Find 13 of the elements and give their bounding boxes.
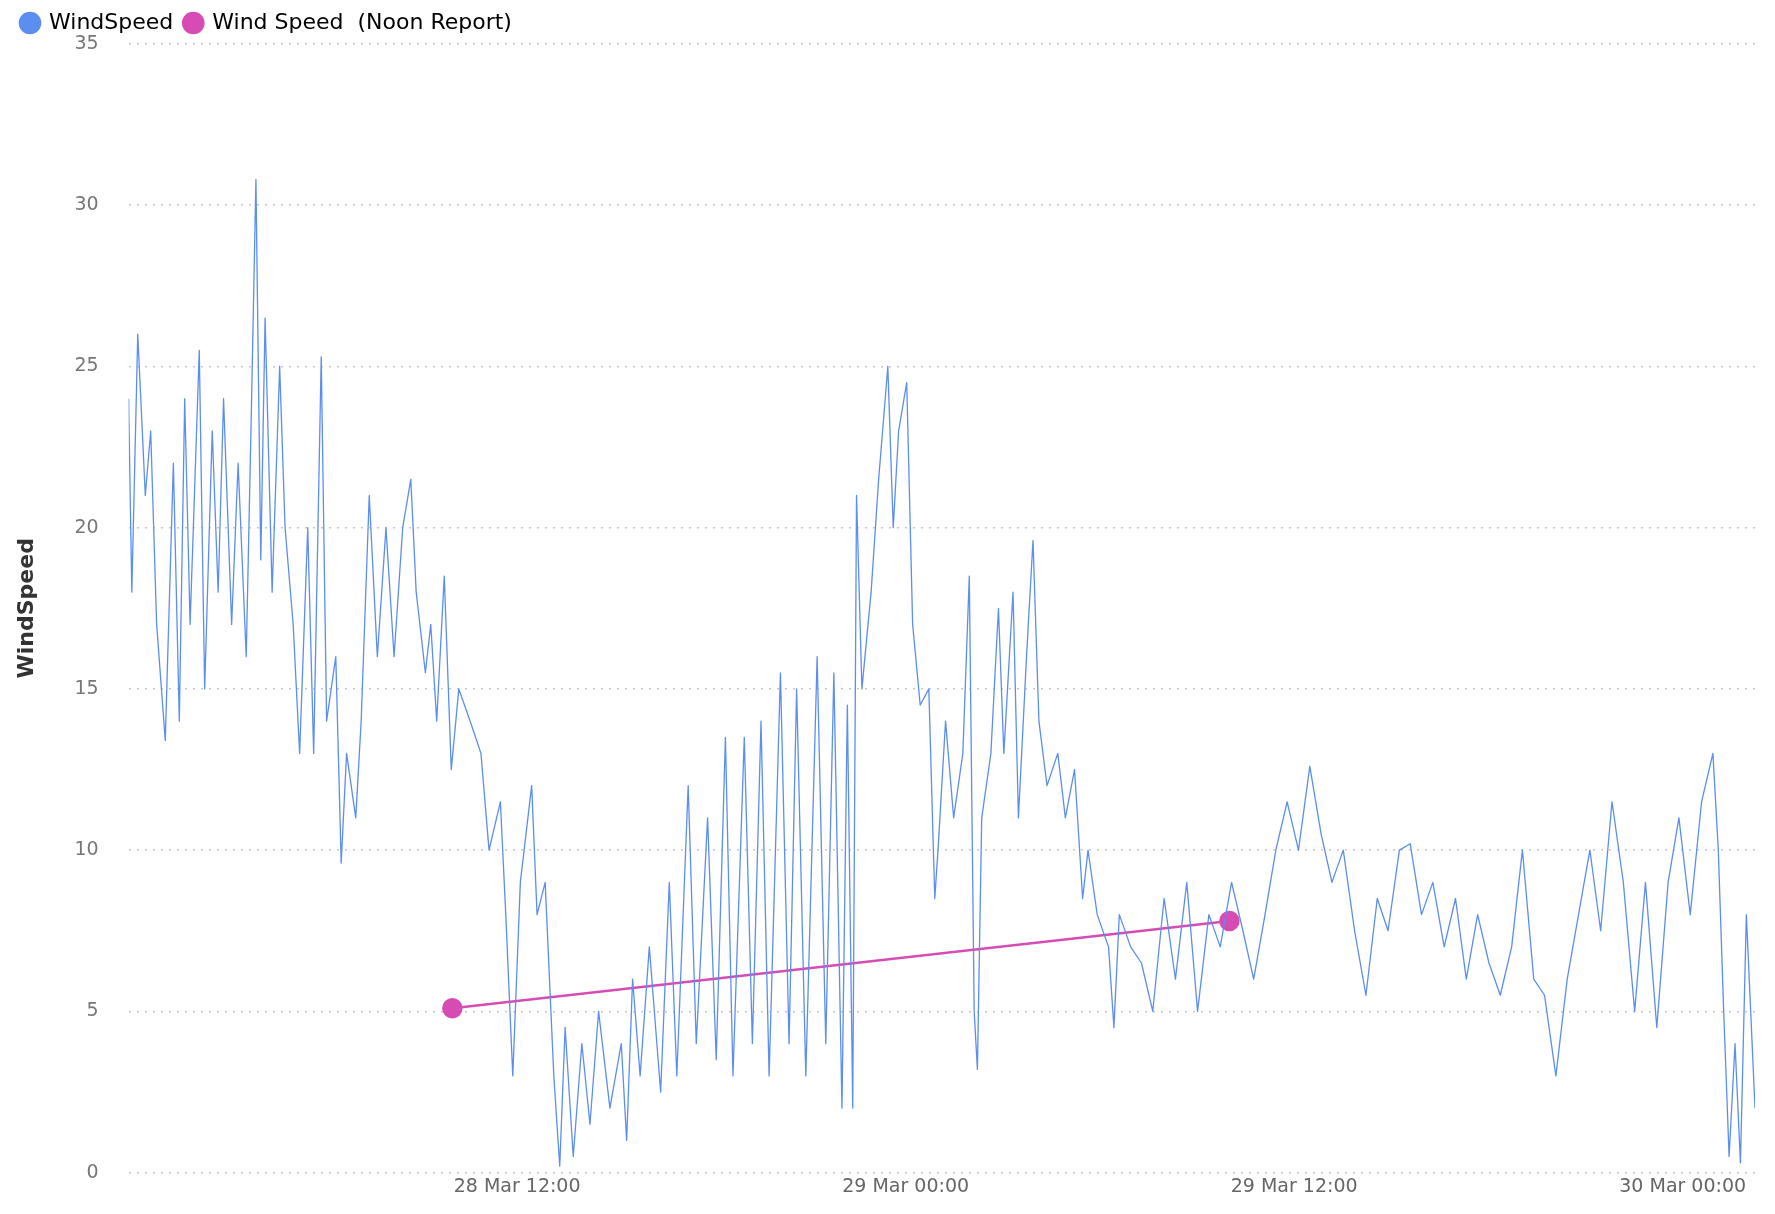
x-tick-label: 29 Mar 00:00 [842, 1173, 970, 1196]
legend-label: Wind Speed (Noon Report) [212, 8, 512, 34]
y-tick-label: 15 [74, 675, 99, 698]
y-tick-label: 20 [74, 514, 99, 537]
y-tick-label: 0 [86, 1159, 99, 1182]
x-tick-label: 30 Mar 00:00 [1619, 1173, 1747, 1196]
y-tick-label: 10 [74, 837, 99, 860]
x-tick-label: 29 Mar 12:00 [1230, 1173, 1358, 1196]
y-tick-label: 30 [74, 192, 99, 215]
x-tick-label: 28 Mar 12:00 [453, 1173, 581, 1196]
y-tick-label: 25 [74, 353, 99, 376]
y-axis-title: WindSpeed [12, 538, 38, 679]
y-tick-label: 5 [86, 998, 99, 1021]
